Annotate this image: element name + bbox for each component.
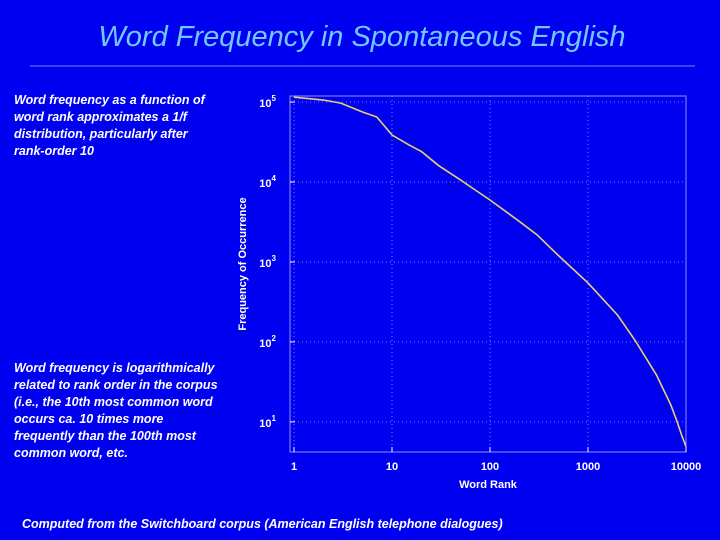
note-line: frequently than the 100th most: [14, 429, 197, 443]
y-tick-base: 10: [259, 338, 271, 350]
x-tick-label: 1: [291, 461, 297, 473]
plot-frame: [289, 95, 687, 453]
note-line: related to rank order in the corpus: [14, 378, 218, 392]
note-line: Word frequency is logarithmically: [14, 361, 216, 375]
x-tick-label: 1000: [576, 461, 600, 473]
y-tick-label: 104: [259, 174, 276, 190]
note-line: distribution, particularly after: [14, 127, 189, 141]
slide-title: Word Frequency in Spontaneous English: [98, 21, 625, 53]
y-tick-label: 102: [259, 334, 276, 350]
y-tick-exponent: 3: [272, 254, 277, 263]
data-line: [293, 96, 687, 447]
x-axis-label: Word Rank: [459, 479, 518, 491]
y-tick-base: 10: [259, 258, 271, 270]
note-line: occurs ca. 10 times more: [14, 412, 163, 426]
note-line: (i.e., the 10th most common word: [14, 395, 213, 409]
y-tick-base: 10: [259, 98, 271, 110]
note-line: rank-order 10: [14, 144, 94, 158]
x-tick-label: 10: [386, 461, 398, 473]
note-line: common word, etc.: [14, 446, 128, 460]
y-tick-exponent: 1: [272, 414, 277, 423]
footer: Computed from the Switchboard corpus (Am…: [22, 517, 503, 531]
y-tick-label: 103: [259, 254, 276, 270]
x-tick-label: 100: [481, 461, 499, 473]
y-axis-label: Frequency of Occurrence: [237, 197, 249, 330]
y-tick-label: 105: [259, 94, 276, 110]
y-tick-exponent: 2: [272, 334, 277, 343]
y-tick-label: 101: [259, 414, 276, 430]
y-tick-base: 10: [259, 178, 271, 190]
x-tick-label: 10000: [671, 461, 702, 473]
y-tick-exponent: 5: [272, 94, 277, 103]
note-line: word rank approximates a 1/f: [14, 110, 189, 124]
note-line: Word frequency as a function of: [14, 93, 207, 107]
y-tick-exponent: 4: [272, 174, 277, 183]
y-tick-base: 10: [259, 418, 271, 430]
